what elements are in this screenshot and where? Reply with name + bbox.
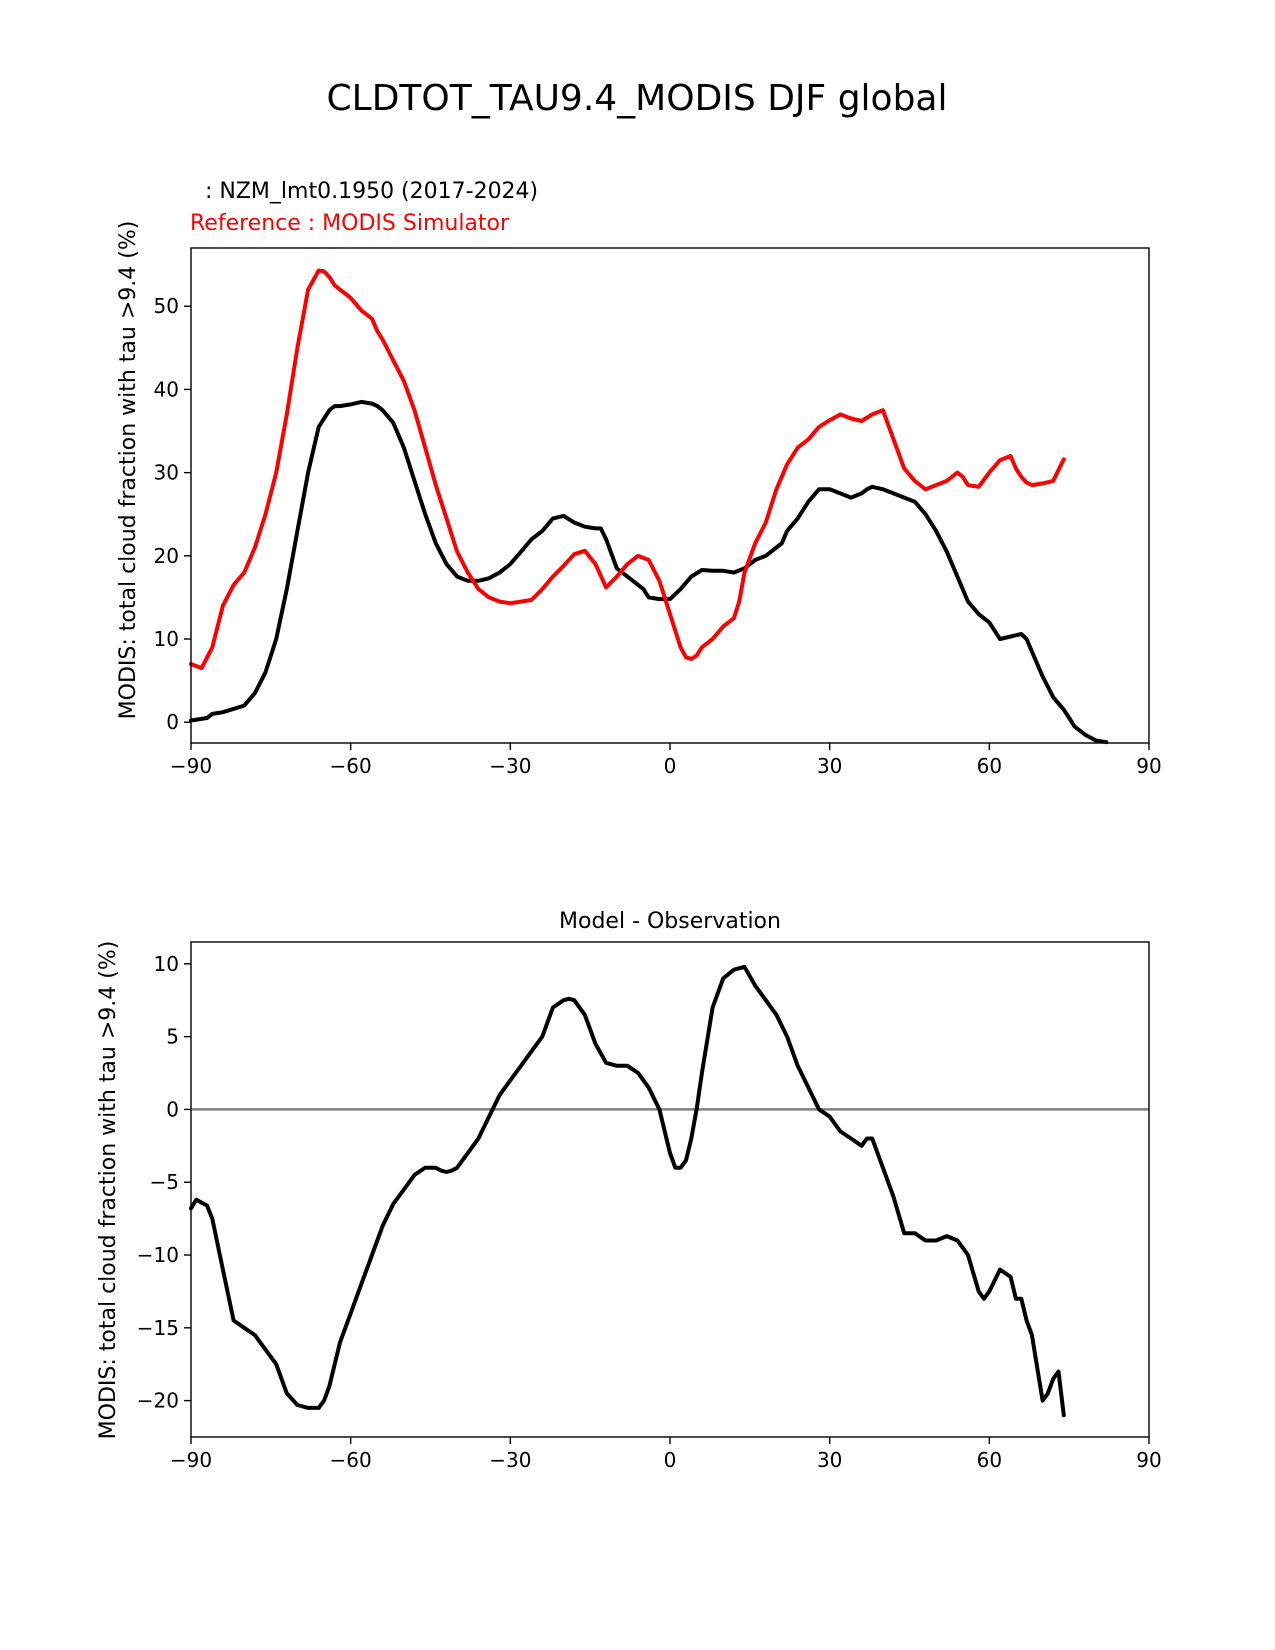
top-y-tick-label: 10 [154,627,179,651]
top-ticks: −90 −60 −30 0 30 60 90 0 10 20 30 40 50 [154,294,1162,778]
bottom-x-tick-label: −90 [170,1448,212,1472]
top-x-tick-label: −60 [330,754,372,778]
top-y-tick-label: 50 [154,294,179,318]
top-x-tick-label: 90 [1136,754,1161,778]
bottom-y-tick-label: −15 [137,1316,179,1340]
top-series-line-0 [189,399,1109,745]
bottom-y-tick-label: 0 [166,1097,179,1121]
bottom-x-tick-label: −30 [489,1448,531,1472]
bottom-x-tick-label: 30 [817,1448,842,1472]
top-x-tick-label: 60 [977,754,1002,778]
top-series-group [189,268,1109,745]
bottom-y-tick-label: 10 [154,952,179,976]
top-x-tick-label: 30 [817,754,842,778]
top-test-title: : NZM_lmt0.1950 (2017-2024) [205,179,538,204]
bottom-series-line-0 [189,964,1066,1418]
bottom-panel: Model - Observation MODIS: total cloud f… [96,909,1162,1472]
bottom-y-tick-label: −5 [150,1170,179,1194]
top-x-tick-label: 0 [664,754,677,778]
bottom-ticks: −90 −60 −30 0 30 60 90 −20 −15 −10 −5 0 5 10 [137,952,1162,1472]
top-panel: : NZM_lmt0.1950 (2017-2024) Reference : … [116,179,1162,778]
bottom-y-tick-label: 5 [166,1025,179,1049]
top-y-tick-label: 0 [166,710,179,734]
bottom-y-tick-label: −20 [137,1389,179,1413]
bottom-y-axis-label: MODIS: total cloud fraction with tau >9.… [96,941,121,1440]
top-x-tick-label: −90 [170,754,212,778]
top-y-tick-label: 30 [154,461,179,485]
top-x-tick-label: −30 [489,754,531,778]
top-series-line-1 [189,268,1066,671]
bottom-series-group [189,964,1149,1418]
top-y-tick-label: 20 [154,544,179,568]
bottom-x-tick-label: 90 [1136,1448,1161,1472]
bottom-y-tick-label: −10 [137,1243,179,1267]
bottom-title: Model - Observation [559,909,781,934]
top-reference-title: Reference : MODIS Simulator [190,211,510,236]
figure-suptitle: CLDTOT_TAU9.4_MODIS DJF global [327,78,948,119]
top-y-axis-label: MODIS: total cloud fraction with tau >9.… [116,221,141,720]
top-y-tick-label: 40 [154,377,179,401]
bottom-axes-frame [190,941,1150,1438]
bottom-x-tick-label: 60 [977,1448,1002,1472]
bottom-x-tick-label: 0 [664,1448,677,1472]
top-axes-frame [190,247,1150,744]
bottom-x-tick-label: −60 [330,1448,372,1472]
